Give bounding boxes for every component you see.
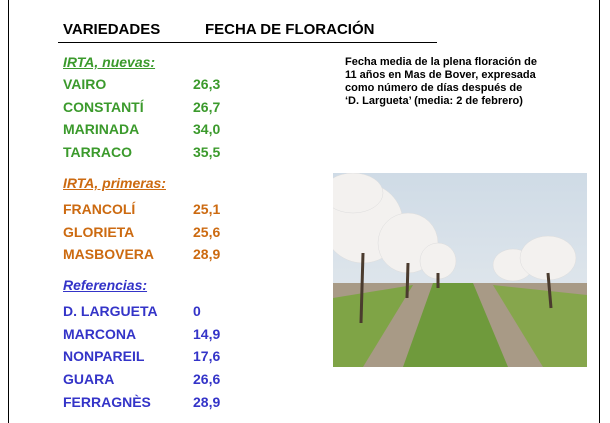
- bloom-date: 0: [193, 303, 201, 319]
- variety-name: MASBOVERA: [63, 246, 154, 262]
- variety-name: D. LARGUETA: [63, 303, 158, 319]
- group-label: Referencias:: [63, 277, 147, 293]
- column-header: FECHA DE FLORACIÓN: [205, 22, 374, 38]
- page: {"header": {"col1": "VARIEDADES", "col2"…: [0, 0, 610, 423]
- variety-name: MARINADA: [63, 121, 139, 137]
- orchard-photo: [333, 173, 587, 367]
- note-line: Fecha media de la plena floración de: [345, 56, 537, 69]
- group-label: IRTA, nuevas:: [63, 54, 155, 70]
- bloom-date: 34,0: [193, 121, 220, 137]
- header-rule: [58, 42, 437, 43]
- bloom-date: 28,9: [193, 246, 220, 262]
- bloom-date: 26,6: [193, 371, 220, 387]
- bloom-date: 28,9: [193, 394, 220, 410]
- bloom-date: 26,7: [193, 99, 220, 115]
- variety-name: TARRACO: [63, 144, 132, 160]
- variety-name: GLORIETA: [63, 224, 134, 240]
- variety-name: VAIRO: [63, 76, 106, 92]
- bloom-date: 14,9: [193, 326, 220, 342]
- variety-name: FERRAGNÈS: [63, 394, 151, 410]
- variety-name: CONSTANTÍ: [63, 99, 144, 115]
- note-line: ‘D. Largueta’ (media: 2 de febrero): [345, 95, 537, 108]
- variety-name: FRANCOLÍ: [63, 201, 135, 217]
- note-line: 11 años en Mas de Bover, expresada: [345, 69, 537, 82]
- bloom-date: 35,5: [193, 144, 220, 160]
- bloom-date: 25,1: [193, 201, 220, 217]
- note-line: como número de días después de: [345, 82, 537, 95]
- bloom-date: 17,6: [193, 348, 220, 364]
- variety-name: GUARA: [63, 371, 114, 387]
- column-header: VARIEDADES: [63, 22, 160, 38]
- bloom-date: 26,3: [193, 76, 220, 92]
- variety-name: MARCONA: [63, 326, 136, 342]
- group-label: IRTA, primeras:: [63, 175, 166, 191]
- bloom-date: 25,6: [193, 224, 220, 240]
- variety-name: NONPAREIL: [63, 348, 144, 364]
